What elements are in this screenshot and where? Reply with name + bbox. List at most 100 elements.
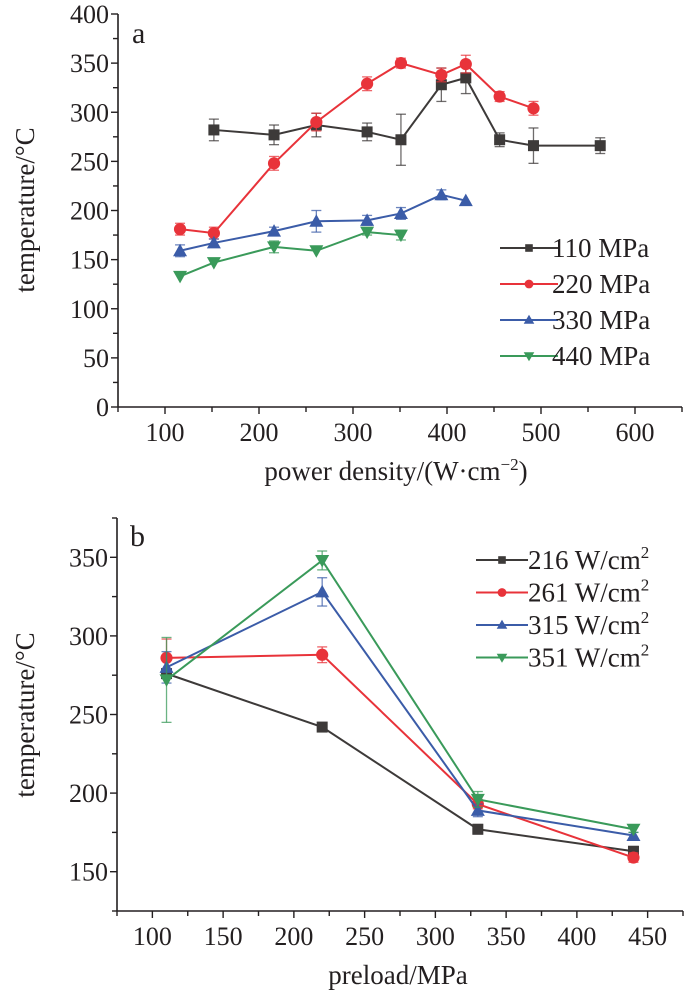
- series-line: [179, 193, 467, 252]
- data-point: [309, 245, 324, 258]
- data-point: [627, 845, 639, 857]
- y-tick-label: 250: [70, 147, 109, 176]
- y-tick-label: 150: [70, 246, 109, 275]
- data-point: [594, 140, 606, 152]
- legend-marker: [525, 244, 533, 252]
- x-tick-label: 150: [204, 922, 243, 951]
- legend-entry: 261 W/cm2: [476, 576, 649, 608]
- series-1: [208, 61, 606, 166]
- data-point: [459, 58, 472, 71]
- y-tick-label: 350: [69, 543, 108, 572]
- y-tick-label: 200: [69, 779, 108, 808]
- data-point: [206, 235, 221, 249]
- data-point: [360, 226, 375, 240]
- series-line: [166, 590, 634, 837]
- data-point: [267, 241, 282, 254]
- data-point: [627, 851, 640, 864]
- series-4: [159, 550, 641, 837]
- legend-entry: 440 MPa: [500, 341, 650, 371]
- data-point: [173, 270, 188, 284]
- x-tick-label: 400: [557, 922, 596, 951]
- data-point: [316, 648, 329, 661]
- data-point: [316, 721, 328, 733]
- data-point: [470, 793, 485, 807]
- legend-label-superscript: 2: [641, 576, 650, 595]
- series-line: [165, 558, 634, 831]
- data-point: [434, 187, 449, 201]
- x-tick-label: 300: [334, 418, 373, 447]
- legend-entry: 315 W/cm2: [476, 608, 649, 640]
- data-point: [267, 157, 281, 170]
- series-2: [173, 54, 540, 240]
- legend-label-text: 220 MPa: [552, 269, 650, 299]
- x-tick-label: 300: [416, 922, 455, 951]
- y-tick-label: 100: [70, 295, 109, 324]
- x-tick-label: 250: [345, 922, 384, 951]
- data-point: [458, 193, 473, 207]
- data-point: [626, 823, 641, 837]
- panel-label-a: a: [132, 17, 145, 50]
- data-point: [361, 77, 374, 90]
- x-tick-label: 450: [628, 922, 667, 951]
- legend-label-text: 110 MPa: [552, 233, 649, 263]
- data-point: [393, 229, 408, 243]
- legend-marker: [496, 619, 508, 629]
- series-4: [173, 226, 408, 284]
- legend-label-text: 261 W/cm: [528, 578, 641, 608]
- chart-a: a temperature/°C power density/(W·cm−2) …: [10, 0, 683, 486]
- legend-label: 351 W/cm2: [528, 641, 649, 673]
- legend-marker: [524, 279, 534, 289]
- series-line: [179, 231, 402, 278]
- data-point: [527, 140, 539, 152]
- data-point: [394, 57, 408, 70]
- data-point: [207, 226, 220, 240]
- legend-label: 110 MPa: [552, 233, 649, 263]
- x-tick-label: 100: [146, 418, 185, 447]
- data-point: [315, 584, 330, 598]
- legend-label: 216 W/cm2: [528, 543, 649, 575]
- legend-label-superscript: 2: [641, 543, 650, 562]
- x-tick-label: 600: [616, 418, 655, 447]
- y-tick-label: 50: [83, 344, 109, 373]
- legend-label: 330 MPa: [552, 305, 650, 335]
- series-2: [160, 638, 640, 864]
- data-point: [360, 213, 375, 226]
- data-point: [159, 674, 174, 687]
- x-tick-label: 400: [428, 418, 467, 447]
- legend-entry: 220 MPa: [500, 269, 650, 299]
- legend-label-text: 315 W/cm: [528, 610, 641, 640]
- data-point: [310, 115, 323, 129]
- legend-marker: [497, 588, 507, 597]
- legend-marker: [496, 653, 508, 663]
- y-tick-label: 150: [69, 858, 108, 887]
- data-point: [393, 206, 408, 219]
- legend-label-superscript: 2: [641, 641, 650, 660]
- x-tick-label: 200: [240, 418, 279, 447]
- x-tick-label: 500: [522, 418, 561, 447]
- data-point: [173, 223, 187, 236]
- y-tick-label: 300: [70, 98, 109, 127]
- y-tick-label: 350: [70, 49, 109, 78]
- legend-marker: [523, 352, 535, 362]
- x-tick-label: 100: [133, 922, 172, 951]
- legend-marker: [523, 314, 535, 324]
- y-axis-label-b: temperature/°C: [10, 632, 40, 797]
- y-tick-label: 400: [70, 0, 109, 29]
- data-point: [309, 214, 324, 227]
- data-point: [494, 134, 506, 146]
- x-tick-label: 200: [274, 922, 313, 951]
- chart-b: b temperature/°C preload/MPa 100 150 200 25…: [10, 517, 684, 990]
- data-point: [315, 554, 330, 568]
- series-line: [166, 653, 634, 859]
- legend-label: 315 W/cm2: [528, 608, 649, 640]
- legend-entry: 330 MPa: [500, 305, 650, 335]
- data-point: [527, 102, 540, 115]
- legend-label-superscript: 2: [641, 608, 650, 627]
- data-point: [361, 126, 373, 138]
- legend-label: 220 MPa: [552, 269, 650, 299]
- legend-label: 261 W/cm2: [528, 576, 649, 608]
- legend-label-text: 330 MPa: [552, 305, 650, 335]
- series-line: [179, 62, 534, 235]
- data-point: [206, 257, 221, 270]
